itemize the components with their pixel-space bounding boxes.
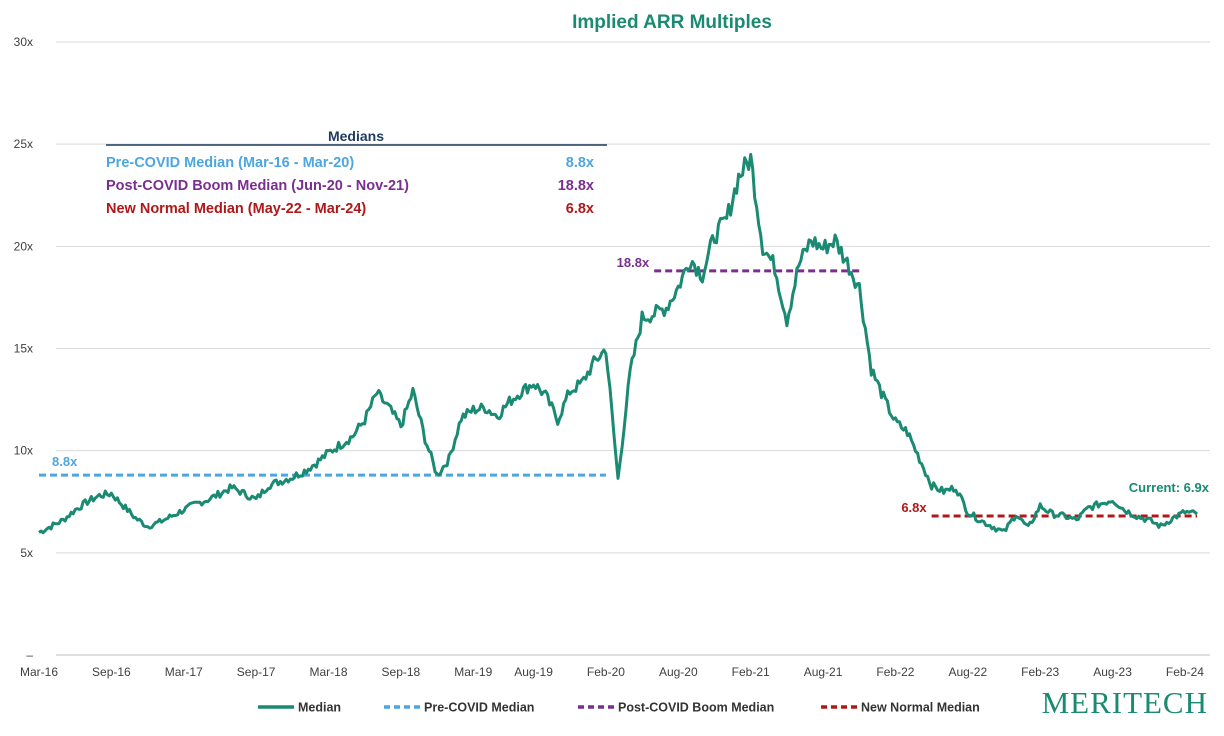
grid (56, 41, 1210, 656)
current-annotation: Current: 6.9x (1129, 480, 1210, 495)
legend-label: Pre-COVID Median (424, 701, 534, 715)
x-tick-label: Aug-21 (804, 665, 843, 679)
chart-title: Implied ARR Multiples (572, 12, 772, 33)
y-tick-label: 30x (14, 35, 33, 49)
medians-table-header: Medians (328, 128, 384, 144)
reference-line-label: 6.8x (901, 500, 927, 515)
x-tick-label: Mar-18 (309, 665, 347, 679)
x-tick-label: Sep-16 (92, 665, 131, 679)
medians-table: Medians Pre-COVID Median (Mar-16 - Mar-20… (106, 128, 607, 217)
y-axis: – 5x 10x 15x 20x 25x 30x (14, 35, 34, 662)
x-tick-label: Feb-21 (732, 665, 770, 679)
legend-label: Median (298, 701, 341, 715)
medians-table-row-value: 8.8x (566, 155, 594, 171)
x-tick-label: Sep-17 (237, 665, 276, 679)
medians-table-row-value: 6.8x (566, 201, 594, 217)
x-tick-label: Aug-23 (1093, 665, 1132, 679)
x-tick-label: Aug-19 (514, 665, 553, 679)
y-tick-label: 15x (14, 342, 33, 356)
x-tick-label: Aug-22 (948, 665, 987, 679)
meritech-logo: MERITECH (1042, 685, 1208, 720)
x-tick-label: Sep-18 (382, 665, 421, 679)
x-tick-label: Mar-16 (20, 665, 58, 679)
x-axis: Mar-16 Sep-16 Mar-17 Sep-17 Mar-18 Sep-18 Mar-… (20, 665, 1204, 679)
x-tick-label: Feb-24 (1166, 665, 1204, 679)
medians-table-row-label: Post-COVID Boom Median (Jun-20 - Nov-21) (106, 178, 409, 194)
reference-line-label: 18.8x (617, 255, 650, 270)
x-tick-label: Feb-22 (876, 665, 914, 679)
legend-label: New Normal Median (861, 701, 980, 715)
median-line (38, 152, 1198, 535)
reference-line-label: 8.8x (52, 454, 78, 469)
medians-table-row-label: Pre-COVID Median (Mar-16 - Mar-20) (106, 155, 354, 171)
legend-label: Post-COVID Boom Median (618, 701, 774, 715)
x-tick-label: Feb-20 (587, 665, 625, 679)
legend: Median Pre-COVID Median Post-COVID Boom Me… (258, 701, 980, 715)
y-tick-label: 10x (14, 444, 33, 458)
medians-table-row-value: 18.8x (558, 178, 594, 194)
y-tick-label: 20x (14, 239, 33, 253)
medians-table-row-label: New Normal Median (May-22 - Mar-24) (106, 201, 366, 217)
y-tick-label: 5x (20, 546, 33, 560)
x-tick-label: Aug-20 (659, 665, 698, 679)
x-tick-label: Mar-19 (454, 665, 492, 679)
y-tick-label: 25x (14, 137, 33, 151)
x-tick-label: Mar-17 (165, 665, 203, 679)
median-series: Current: 6.9x (38, 152, 1210, 535)
x-tick-label: Feb-23 (1021, 665, 1059, 679)
y-tick-label: – (26, 648, 33, 662)
